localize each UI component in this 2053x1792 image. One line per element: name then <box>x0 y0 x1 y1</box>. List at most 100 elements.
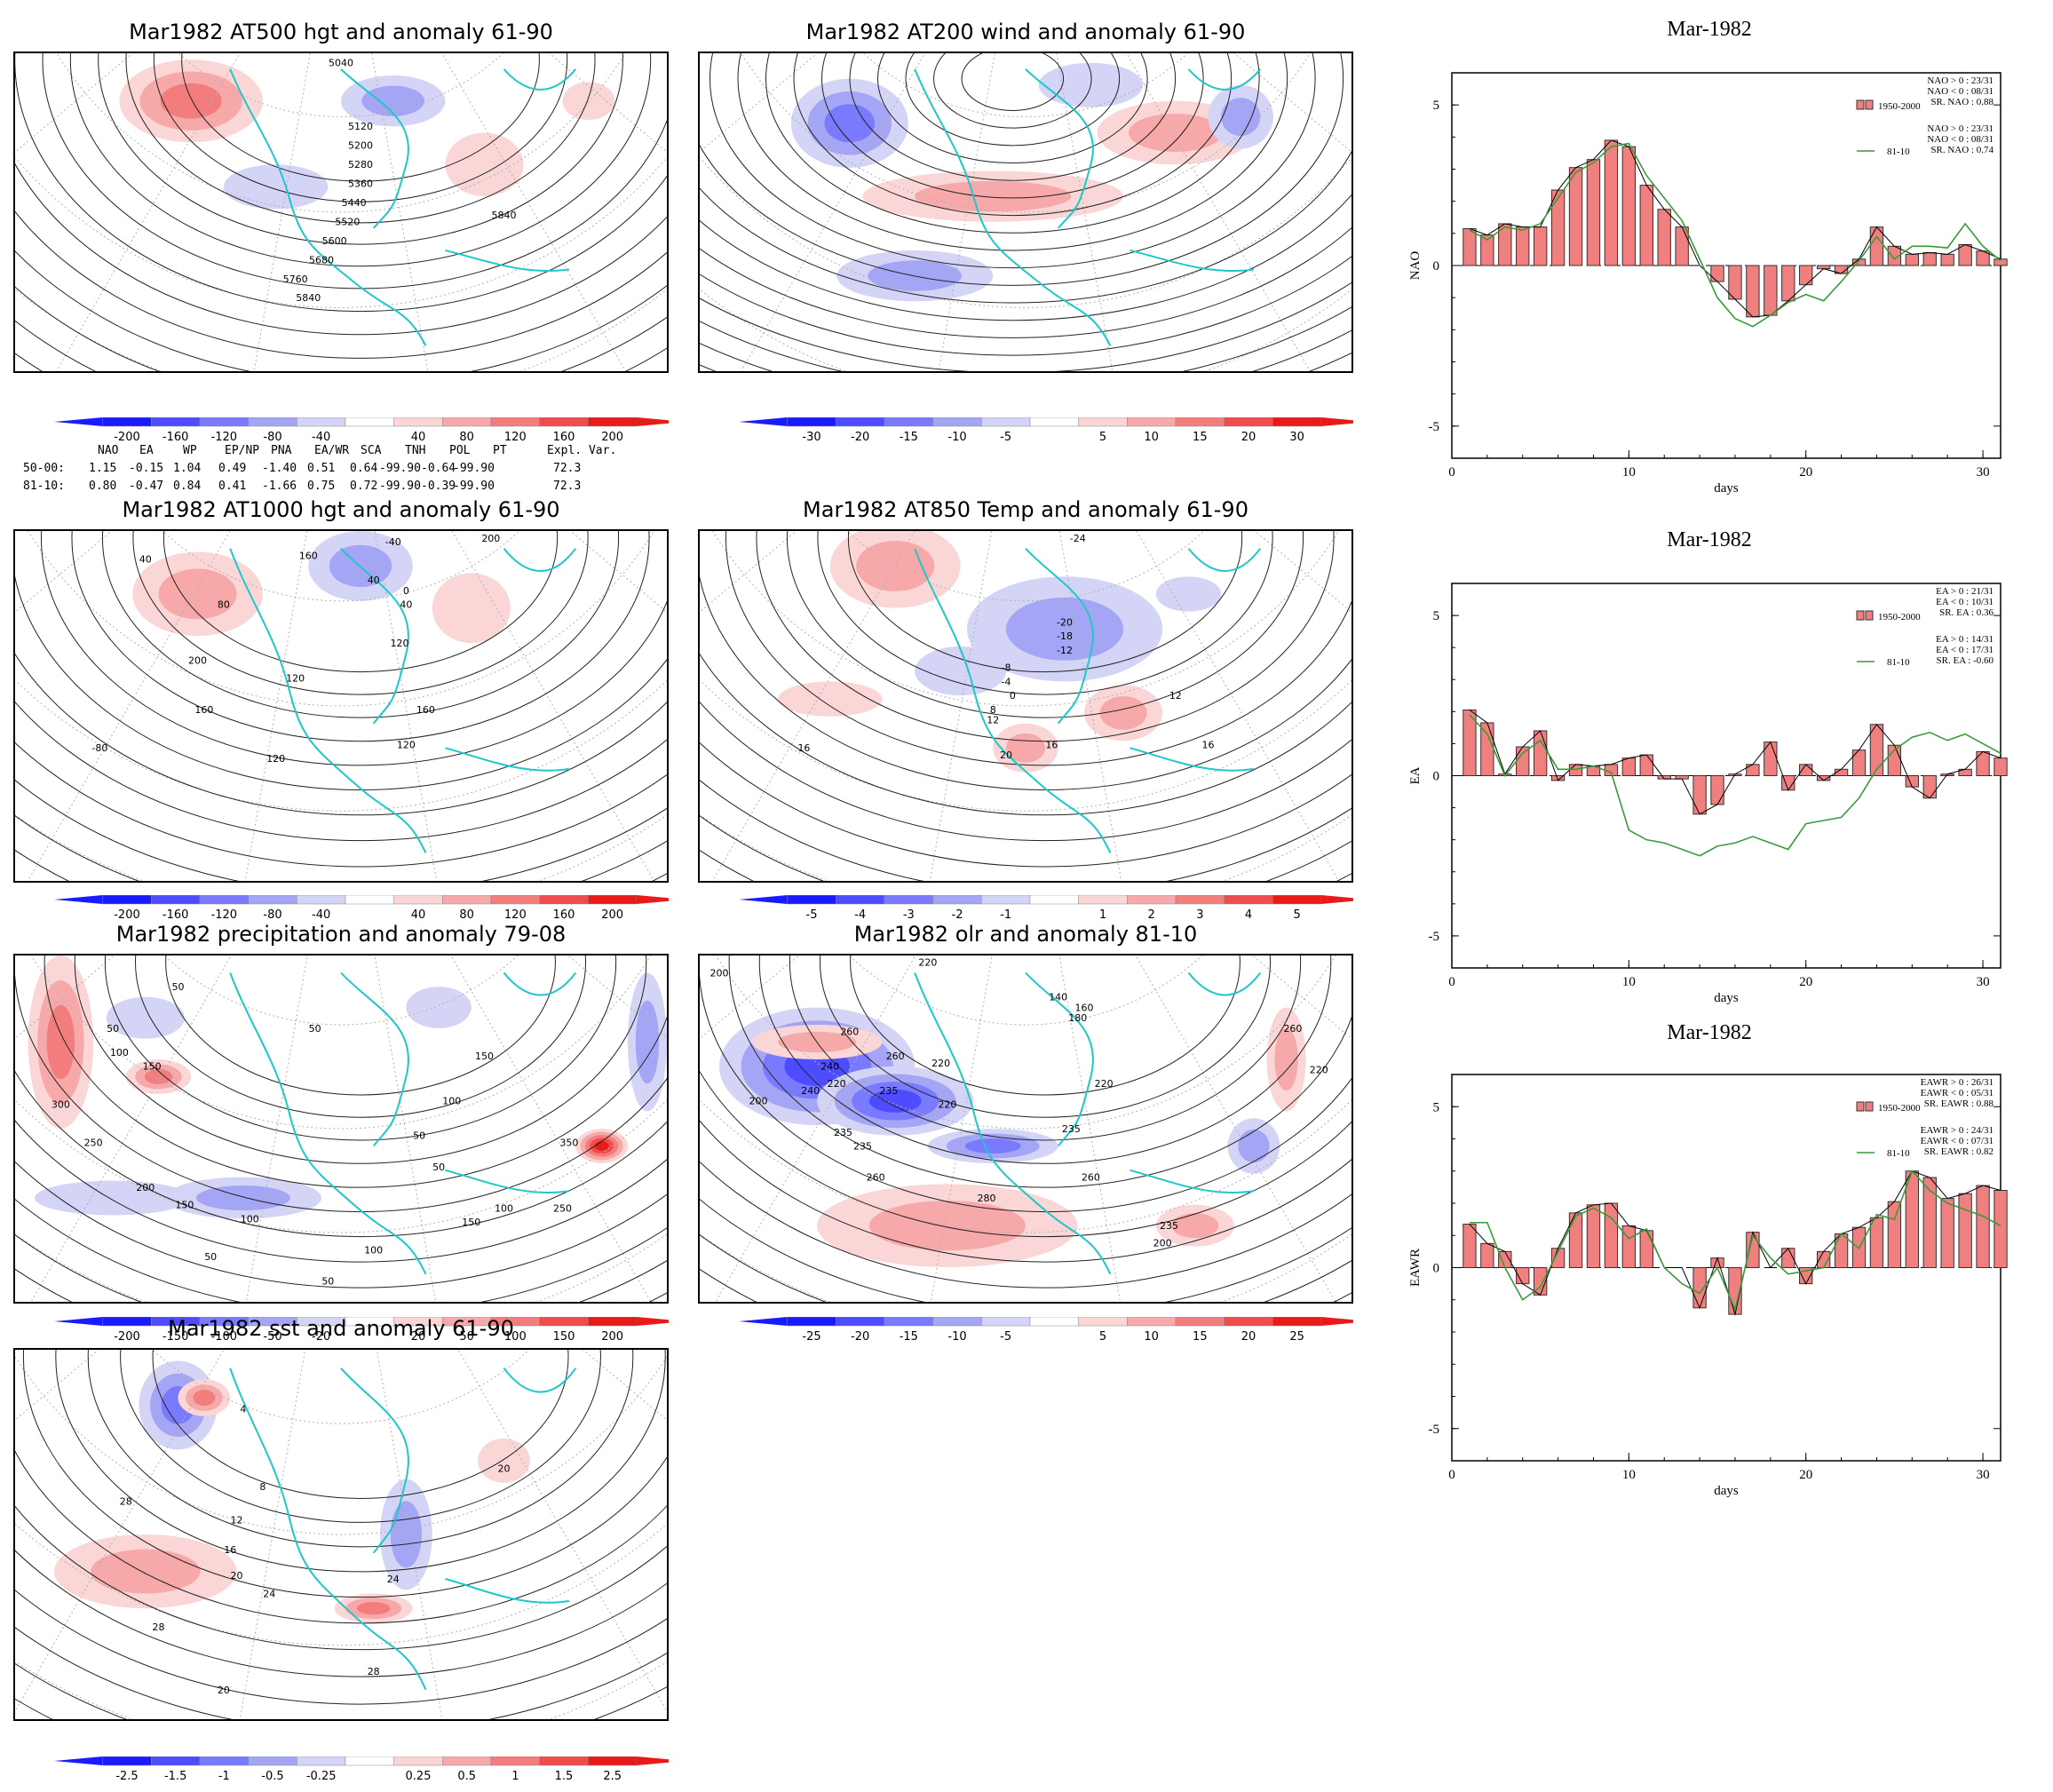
x-tick-label: 20 <box>1799 1468 1812 1482</box>
contour-line <box>700 1120 1351 1263</box>
bar <box>1799 265 1813 286</box>
colorbar-tick-label: -120 <box>211 908 238 922</box>
contour-label: 235 <box>879 1085 898 1097</box>
bar <box>1851 749 1867 776</box>
contour-line <box>758 955 1332 1164</box>
anomaly-region <box>432 573 511 644</box>
colorbar-segment <box>102 1756 152 1766</box>
bar <box>1958 1193 1972 1268</box>
index-table-cell: 0.41 <box>218 480 247 493</box>
colorbar-tick-label: 100 <box>504 1330 527 1344</box>
longitude-line <box>27 531 231 881</box>
contour-line <box>15 1450 667 1624</box>
anomaly-region <box>91 1549 201 1594</box>
colorbar-segment <box>787 417 836 427</box>
colorbar-segment <box>151 417 201 427</box>
colorbar-tick-label: 80 <box>459 908 474 922</box>
contour-label: 50 <box>321 1276 334 1288</box>
colorbar-tick-label: -200 <box>114 1330 140 1344</box>
contour-line <box>15 741 667 868</box>
y-tick-label: 5 <box>1433 1100 1440 1114</box>
index-table-cell: 72.3 <box>553 480 582 493</box>
anomaly-region <box>160 83 222 119</box>
contour-lines <box>700 53 1351 371</box>
x-tick-label: 0 <box>1448 1468 1455 1482</box>
colorbar-tick-label: 10 <box>1144 1330 1159 1344</box>
colorbar-segment <box>836 1317 885 1327</box>
index-table-cell: 0.72 <box>350 480 378 493</box>
index-chart-ea: Mar-1982 5 0 -5 0 10 20 30 days EA EA > 0 : 21/31 E… <box>1403 528 2016 1021</box>
contour-line <box>789 955 1302 1141</box>
colorbar-tick-label: 2.5 <box>603 1770 622 1783</box>
colorbar-tick-label: -50 <box>263 1330 281 1344</box>
contour-label: 180 <box>1068 1012 1087 1024</box>
colorbar-segment <box>490 1756 540 1766</box>
anomaly-region <box>196 1185 290 1211</box>
colorbar-segment <box>199 895 249 905</box>
anomaly-shading <box>132 531 511 644</box>
bar <box>1781 265 1795 302</box>
y-axis-label: NAO <box>1408 251 1423 281</box>
y-axis-label: EAWR <box>1408 1249 1423 1287</box>
colorbar-arrow-low <box>54 895 103 904</box>
contour-line <box>125 53 596 224</box>
index-table-row: 81-10: 0.80 -0.47 0.84 0.41 -1.66 0.75 0.72 -99.… <box>0 478 675 496</box>
contour-label: 235 <box>1160 1220 1178 1232</box>
colorbar-segment <box>151 1756 201 1766</box>
legend-label: 81-10 <box>1887 147 1910 157</box>
legend-label: 1950-2000 <box>1878 1103 1921 1114</box>
longitude-line <box>245 955 308 1302</box>
latitude-circle <box>700 1099 1351 1233</box>
longitude-line <box>239 1350 306 1719</box>
map-title: Mar1982 AT1000 hgt and anomaly 61-90 <box>122 497 560 522</box>
contour-label: -40 <box>385 536 401 548</box>
colorbar-tick-label: 15 <box>1193 431 1208 444</box>
colorbar-segment <box>588 417 638 427</box>
longitude-line <box>441 53 626 371</box>
contour-line <box>71 531 650 742</box>
colorbar-tick-label: -5 <box>806 908 818 922</box>
colorbar-tick-label: -15 <box>900 431 918 444</box>
colorbar-segment <box>442 895 492 905</box>
streamline <box>737 53 1288 251</box>
contour-line <box>700 701 1351 842</box>
map-panel-at1000: Mar1982 AT1000 hgt and anomaly 61-90 40 16… <box>13 497 669 931</box>
anomaly-region <box>562 82 615 121</box>
colorbar-tick-label: 4 <box>1245 908 1252 922</box>
latitude-circle <box>178 53 504 118</box>
contour-label: 80 <box>218 599 230 611</box>
bar <box>1816 265 1831 270</box>
colorbar-tick-label: 5 <box>1294 908 1301 922</box>
map-plot-area: 5040 5120 5200 5280 5360 5440 5520 5600 5680 5760… <box>13 52 669 373</box>
bar-trace-line <box>1469 710 2001 815</box>
contour-label: 100 <box>241 1213 259 1225</box>
index-table-cell: 0.80 <box>89 480 117 493</box>
bar <box>1869 724 1884 776</box>
contour-line <box>98 53 623 245</box>
contour-line <box>55 1350 666 1573</box>
contour-label: 350 <box>559 1138 578 1149</box>
colorbar-segment <box>297 417 346 427</box>
contour-label: 160 <box>194 704 213 716</box>
colorbar-segment <box>836 417 885 427</box>
map-canvas: 4 8 12 16 20 24 28 28 20 24 28 20 <box>15 1350 667 1719</box>
bar <box>1480 1242 1494 1268</box>
colorbar-segment <box>1175 417 1225 427</box>
colorbar-tick-label: 80 <box>459 431 474 444</box>
x-tick-label: 30 <box>1977 465 1990 480</box>
contour-label: 235 <box>853 1140 872 1152</box>
colorbar-arrow-low <box>739 1317 788 1326</box>
legend-stat: EAWR > 0 : 26/31 <box>1921 1077 1994 1088</box>
index-table-row-label: 50-00: <box>23 462 65 475</box>
colorbar-arrow-high <box>637 1317 669 1326</box>
legend-label: 81-10 <box>1887 1148 1910 1159</box>
colorbar-tick-label: -1 <box>1000 908 1011 922</box>
index-table-header-cell: Expl. Var. <box>547 444 617 457</box>
contour-label: 28 <box>120 1496 132 1508</box>
contour-line <box>135 955 586 1118</box>
index-table-cell: 0.64 <box>350 462 378 475</box>
map-title: Mar1982 AT850 Temp and anomaly 61-90 <box>803 497 1248 522</box>
